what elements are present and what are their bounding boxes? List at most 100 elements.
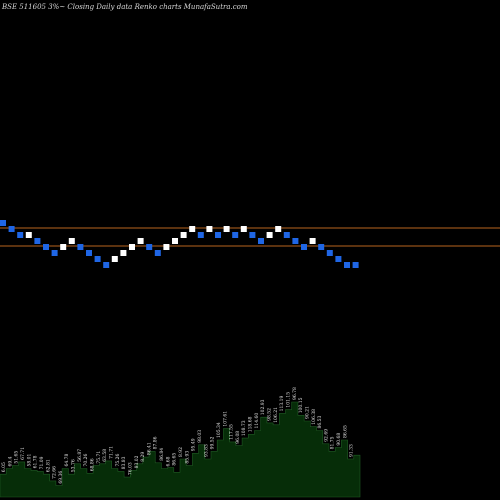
volume-label: 68.86 <box>90 458 96 471</box>
volume-label: 62.81 <box>45 459 51 472</box>
renko-brick-up <box>163 244 170 250</box>
chart-title-right: Closing Daily data Renko charts MunafaSu… <box>67 3 247 11</box>
volume-label: 61.78 <box>33 455 39 468</box>
renko-brick-up <box>25 232 32 238</box>
volume-label: 91.33 <box>349 444 355 457</box>
volume-label: 6.68 <box>165 456 171 466</box>
chart-title-separator: ~ <box>59 3 67 11</box>
volume-label: 51.65 <box>14 451 20 464</box>
renko-brick-up <box>223 226 230 232</box>
volume-label: 99.52 <box>210 436 216 449</box>
renko-brick-down <box>103 262 110 268</box>
volume-label: 6.05 <box>1 462 7 472</box>
renko-brick-up <box>180 232 187 238</box>
renko-brick-down <box>352 262 359 268</box>
chart-title: BSE 511605 3%~ Closing Daily data Renko … <box>1 3 248 11</box>
volume-label: 106.38 <box>311 409 317 425</box>
renko-brick-down <box>0 220 6 226</box>
volume-label: 107.61 <box>222 411 228 427</box>
volume-label: 64.78 <box>64 453 70 466</box>
renko-brick-up <box>172 238 178 244</box>
volume-label: 101.15 <box>286 392 292 408</box>
volume-label: 75.26 <box>115 453 121 466</box>
volume-label: 93.83 <box>203 444 209 457</box>
volume-label: 83.02 <box>134 455 140 468</box>
renko-brick-up <box>206 226 213 232</box>
volume-label: 106.21 <box>273 407 279 423</box>
renko-brick-up <box>189 226 196 232</box>
renko-brick-down <box>8 226 15 232</box>
volume-label: 85.93 <box>184 451 190 464</box>
renko-brick-down <box>197 232 204 238</box>
renko-brick-up <box>309 238 316 244</box>
renko-brick-down <box>318 244 325 250</box>
volume-label: 71.09 <box>39 456 45 469</box>
volume-label: 81.75 <box>330 436 336 449</box>
volume-label: 86.65 <box>342 425 348 438</box>
renko-brick-down <box>77 244 84 250</box>
renko-brick-up <box>266 232 273 238</box>
volume-label: 108.73 <box>241 420 247 436</box>
renko-brick-down <box>17 232 24 238</box>
volume-label: 90.68 <box>336 433 342 446</box>
volume-label: 105.34 <box>216 422 222 438</box>
renko-brick-up <box>240 226 247 232</box>
volume-label: 117.55 <box>229 424 235 440</box>
volume-label: 8.29 <box>140 452 146 462</box>
volume-label: 86.84 <box>159 448 165 461</box>
volume-label: 76.03 <box>127 462 133 475</box>
volume-label: 53.76 <box>71 459 77 472</box>
renko-brick-down <box>335 256 342 262</box>
volume-label: 87.86 <box>153 436 159 449</box>
volume-label: 86.65 <box>172 453 178 466</box>
renko-brick-down <box>94 256 101 262</box>
renko-brick-down <box>258 238 264 244</box>
renko-brick-down <box>51 250 58 256</box>
volume-label: 102.93 <box>260 399 266 415</box>
volume-label: 8.92 <box>178 447 184 457</box>
volume-label: 72.66 <box>52 466 58 479</box>
renko-brick-down <box>154 250 161 256</box>
volume-label: 113.19 <box>279 396 285 412</box>
volume-label: 71.71 <box>109 446 115 459</box>
volume-label: 69.36 <box>58 471 64 484</box>
renko-brick-up <box>111 256 118 262</box>
volume-label: 56.87 <box>77 449 83 462</box>
volume-label: 86.41 <box>146 442 152 455</box>
chart-title-left: BSE 511605 3% <box>1 3 60 11</box>
renko-brick-down <box>232 232 239 238</box>
volume-label: 69.4 <box>7 456 13 466</box>
renko-brick-up <box>137 238 144 244</box>
volume-label: 100.15 <box>298 397 304 413</box>
renko-brick-down <box>34 238 41 244</box>
renko-brick-down <box>86 250 92 256</box>
volume-label: 67.71 <box>20 447 26 460</box>
volume-label: 75.71 <box>96 451 102 464</box>
volume-label: 118.68 <box>248 416 254 432</box>
renko-brick-down <box>215 232 221 238</box>
volume-label: 70.26 <box>83 453 89 466</box>
renko-brick-down <box>146 244 153 250</box>
renko-brick-down <box>326 250 333 256</box>
volume-label: 96.78 <box>292 387 298 400</box>
renko-brick-down <box>43 244 49 250</box>
renko-brick-up <box>129 244 135 250</box>
volume-label: 114.60 <box>254 413 260 429</box>
renko-brick-down <box>283 232 290 238</box>
volume-label: 63.58 <box>102 449 108 462</box>
volume-label: 86.53 <box>317 415 323 428</box>
renko-brick-down <box>344 262 350 268</box>
renko-brick-up <box>60 244 67 250</box>
volume-label: 83.83 <box>121 456 127 469</box>
renko-brick-up <box>68 238 75 244</box>
renko-brick-up <box>120 250 127 256</box>
renko-brick-up <box>275 226 282 232</box>
renko-bricks <box>0 220 359 268</box>
volume-label: 98.52 <box>267 408 273 421</box>
volume-label: 58.01 <box>26 453 32 466</box>
renko-brick-down <box>292 238 299 244</box>
volume-area <box>0 401 361 498</box>
volume-label: 90.21 <box>304 406 310 419</box>
